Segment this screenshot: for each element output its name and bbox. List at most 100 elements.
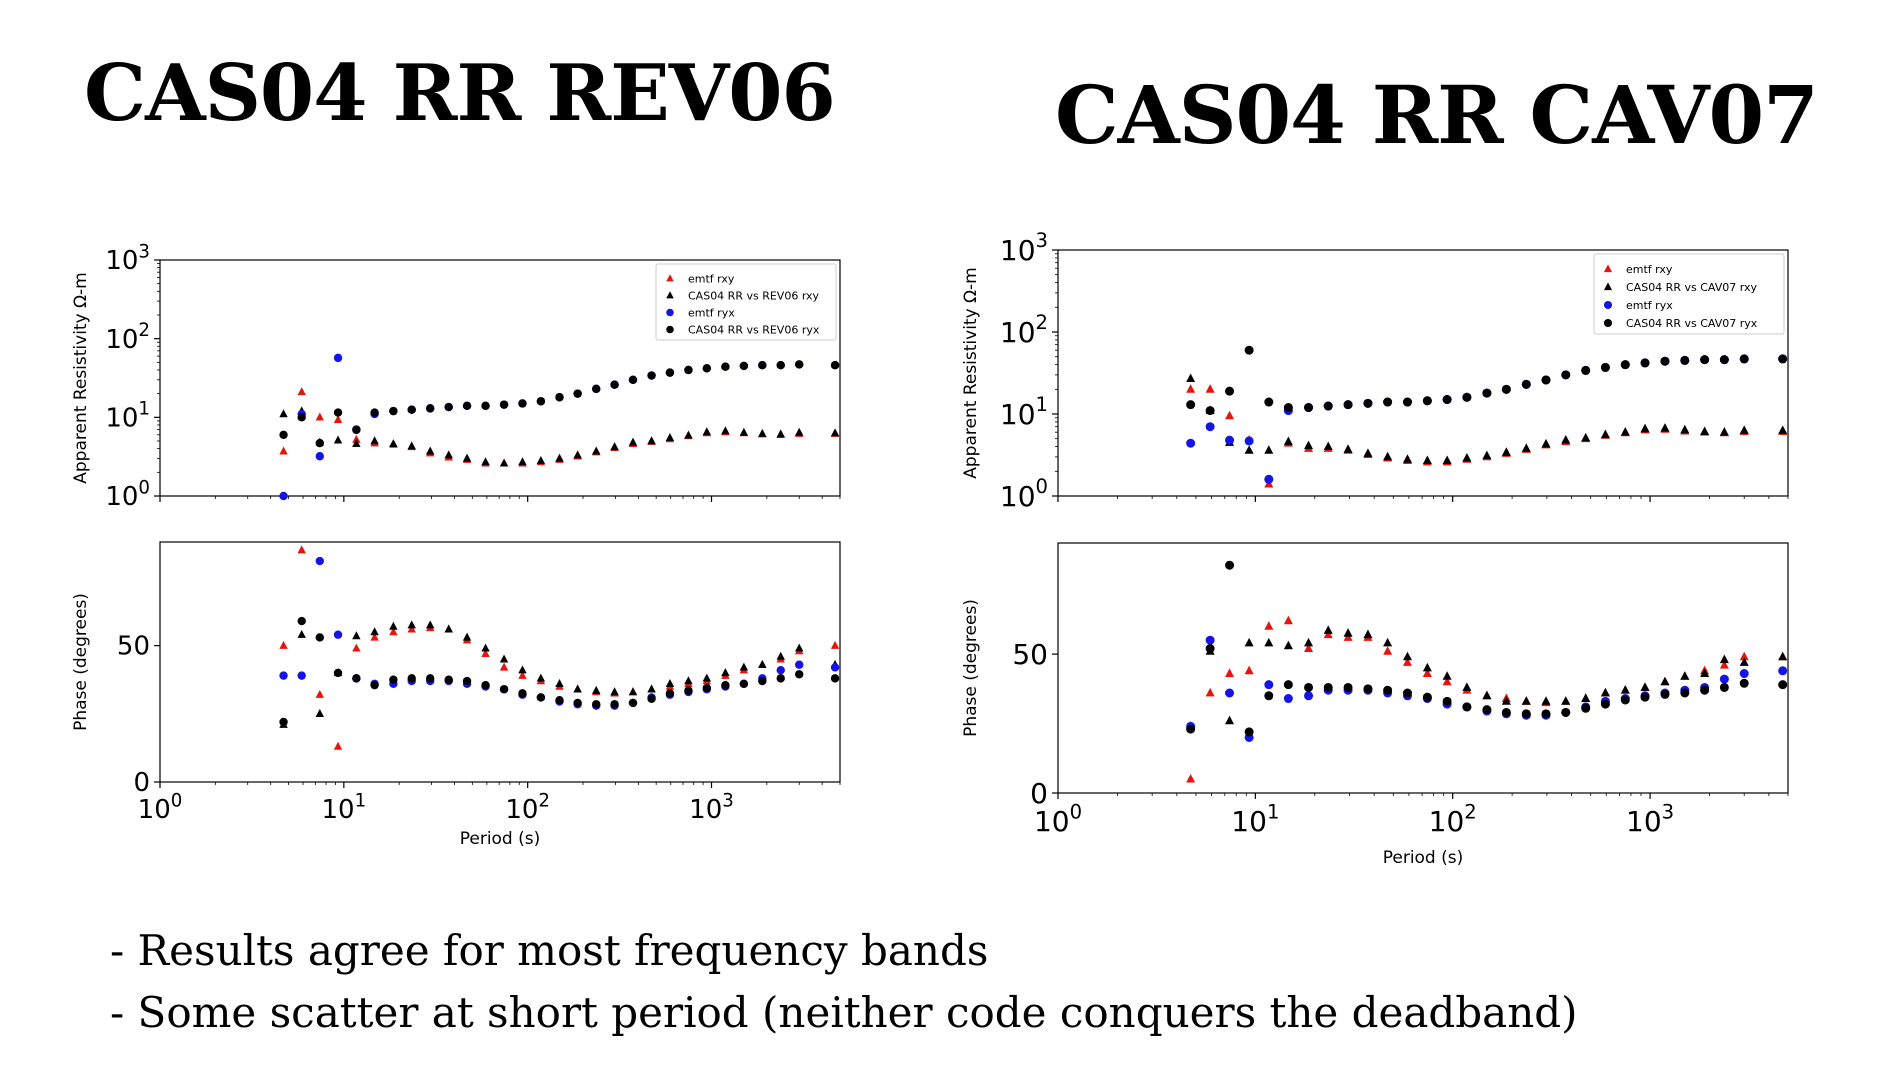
data-point: [1462, 702, 1472, 712]
resistivity-subplot: 100 101 102 103 Apparent Resistivity Ω-m emtf…: [71, 241, 841, 512]
data-point: [665, 689, 675, 698]
data-point: [1264, 691, 1274, 701]
data-point: [1640, 692, 1650, 702]
legend-label: emtf ryx: [1626, 299, 1673, 312]
data-point: [1186, 373, 1196, 383]
data-point: [1442, 696, 1452, 706]
data-point: [352, 425, 361, 434]
data-point: [1719, 674, 1729, 684]
y-tick-label: 0: [133, 768, 150, 798]
data-point: [426, 446, 435, 455]
axes-frame: [159, 259, 841, 497]
y-tick-label: 101: [105, 399, 150, 434]
data-point: [1304, 691, 1314, 701]
data-point: [297, 616, 306, 626]
data-point: [333, 741, 343, 750]
data-point: [499, 654, 509, 663]
data-point: [1205, 644, 1215, 654]
legend-label: emtf ryx: [688, 307, 735, 320]
data-point: [1739, 354, 1749, 364]
legend-marker: [666, 325, 674, 334]
data-point: [702, 364, 712, 373]
data-point: [647, 684, 656, 693]
data-point: [536, 456, 546, 465]
x-axis-label: Period (s): [1383, 848, 1464, 868]
data-point: [481, 649, 490, 658]
data-point: [1264, 637, 1274, 647]
data-point: [665, 432, 675, 441]
data-point: [1304, 637, 1314, 647]
data-point: [795, 643, 804, 652]
data-point: [1700, 668, 1710, 677]
panel-title-right: CAS04 RR CAV07: [1055, 68, 1819, 162]
data-point: [333, 415, 343, 424]
data-point: [1719, 682, 1729, 692]
y-tick-label: 103: [1000, 229, 1048, 267]
data-point: [1264, 680, 1274, 690]
data-point: [499, 458, 509, 467]
data-point: [315, 412, 324, 421]
data-point: [647, 436, 656, 445]
data-point: [1561, 707, 1571, 717]
data-point: [1640, 358, 1650, 368]
data-point: [1343, 628, 1353, 637]
data-point: [1739, 669, 1749, 679]
data-point: [795, 670, 804, 679]
x-tick-label: 102: [1429, 800, 1477, 838]
legend-label: CAS04 RR vs CAV07 rxy: [1626, 281, 1757, 294]
data-point: [555, 393, 564, 402]
data-point: [333, 353, 343, 363]
data-point: [684, 430, 693, 439]
y-tick-label: 50: [117, 632, 150, 662]
data-point: [1422, 668, 1432, 677]
data-point: [1283, 694, 1293, 704]
legend-label: CAS04 RR vs REV06 ryx: [688, 324, 820, 337]
data-point: [1442, 676, 1452, 686]
data-point: [739, 662, 749, 671]
y-axis-label-resistivity: Apparent Resistivity Ω-m: [71, 272, 91, 483]
x-tick-label: 100: [138, 790, 183, 825]
data-point: [1422, 692, 1432, 702]
data-point: [1304, 440, 1314, 450]
data-point: [481, 643, 490, 652]
data-point: [795, 360, 804, 369]
data-point: [1660, 356, 1670, 366]
data-point: [1581, 365, 1591, 375]
data-point: [297, 413, 306, 422]
data-point: [795, 427, 804, 436]
data-point: [1323, 625, 1333, 634]
data-point: [1719, 654, 1729, 664]
data-point: [1442, 671, 1452, 680]
x-tick-label: 100: [1034, 800, 1082, 838]
data-point: [1383, 637, 1393, 647]
data-point: [1205, 422, 1215, 432]
x-tick-label: 103: [1626, 800, 1674, 838]
phase-subplot: 0 50 100 101 102 103 Phase (degrees): [961, 542, 1789, 838]
data-point: [1363, 398, 1373, 408]
data-point: [702, 683, 712, 693]
data-point: [1283, 403, 1293, 413]
data-point: [1363, 629, 1373, 639]
legend-marker: [1603, 264, 1613, 273]
data-point: [610, 380, 619, 389]
data-point: [1205, 384, 1215, 393]
data-point: [1343, 444, 1353, 453]
data-point: [573, 450, 582, 459]
data-point: [1501, 384, 1511, 394]
legend-label: CAS04 RR vs REV06 rxy: [688, 290, 820, 303]
data-point: [1186, 773, 1196, 783]
data-point: [1482, 450, 1492, 460]
legend-marker: [1603, 282, 1613, 291]
data-point: [297, 545, 306, 554]
data-point: [702, 673, 712, 682]
data-point: [352, 643, 361, 652]
data-point: [1264, 397, 1274, 407]
data-point: [1660, 676, 1670, 686]
data-point: [1581, 693, 1591, 702]
data-point: [1402, 688, 1412, 698]
data-point: [297, 671, 306, 680]
data-point: [1620, 685, 1630, 694]
data-point: [1719, 427, 1729, 436]
data-point: [1620, 427, 1630, 436]
data-point: [389, 439, 398, 448]
